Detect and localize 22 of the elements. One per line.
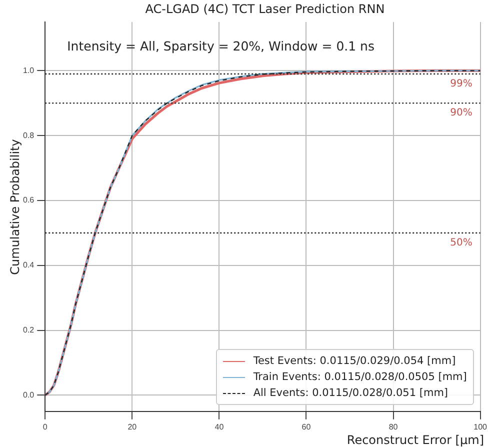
x-tick-label: 20 xyxy=(128,422,138,432)
x-axis-title: Reconstruct Error [µm] xyxy=(346,433,484,447)
y-tick-label: 0.2 xyxy=(22,325,35,334)
chart-title: AC-LGAD (4C) TCT Laser Prediction RNN xyxy=(144,2,386,16)
y-tick-label: 0.4 xyxy=(22,260,35,270)
legend-label: Test Events: 0.0115/0.029/0.054 [mm] xyxy=(253,355,456,368)
y-tick-label: 0.8 xyxy=(22,130,35,140)
legend-label: All Events: 0.0115/0.028/0.051 [mm] xyxy=(253,387,448,400)
y-tick-label: 0.0 xyxy=(22,390,35,400)
y-tick-label: 1.0 xyxy=(22,66,35,75)
x-tick-label: 60 xyxy=(302,422,312,432)
x-tick-label: 100 xyxy=(474,422,488,432)
ref-line-label: 50% xyxy=(450,238,472,249)
legend-label: Train Events: 0.0115/0.028/0.0505 [mm] xyxy=(253,371,467,384)
annotation: Intensity = All, Sparsity = 20%, Window = 0.1 ns xyxy=(67,38,374,54)
ref-line-label: 90% xyxy=(450,108,472,119)
x-tick-label: 0 xyxy=(42,422,48,432)
y-tick-label: 0.6 xyxy=(22,196,35,205)
y-axis-title: Cumulative Probability xyxy=(8,138,22,277)
x-tick-label: 40 xyxy=(214,422,224,432)
ref-line-label: 99% xyxy=(450,78,472,90)
x-tick-label: 80 xyxy=(388,422,398,432)
